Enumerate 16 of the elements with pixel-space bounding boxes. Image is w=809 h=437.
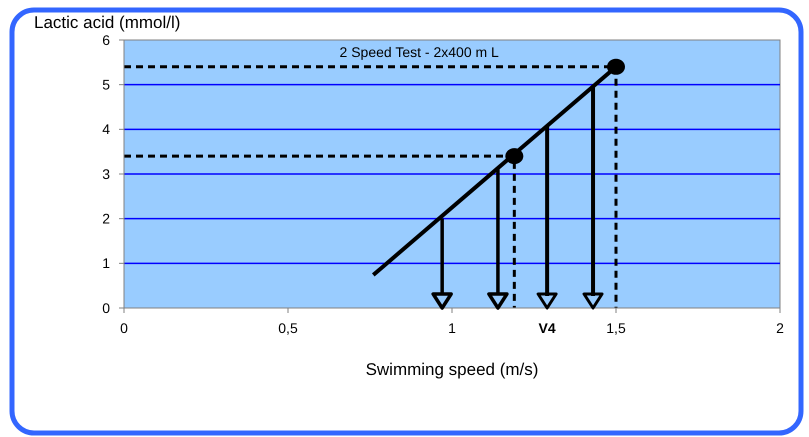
y-tick-label: 3: [102, 166, 110, 182]
y-tick-label: 6: [102, 32, 110, 48]
chart-title: 2 Speed Test - 2x400 m L: [340, 44, 500, 60]
y-tick-label: 0: [102, 300, 110, 316]
x-tick-label: 0,5: [278, 320, 298, 336]
x-tick-label: 0: [120, 320, 128, 336]
y-tick-label: 4: [102, 121, 110, 138]
x-tick-label: 1: [448, 320, 456, 336]
y-tick-label: 1: [102, 255, 110, 272]
x-tick-label: 1,5: [606, 320, 626, 336]
x-axis-title: Swimming speed (m/s): [366, 360, 538, 379]
y-tick-label: 2: [102, 210, 110, 227]
x-tick-label: 2: [776, 320, 784, 336]
y-tick-label: 5: [102, 76, 110, 93]
y-axis-title: Lactic acid (mmol/l): [34, 13, 180, 32]
ref-line-label: V4: [538, 320, 556, 336]
